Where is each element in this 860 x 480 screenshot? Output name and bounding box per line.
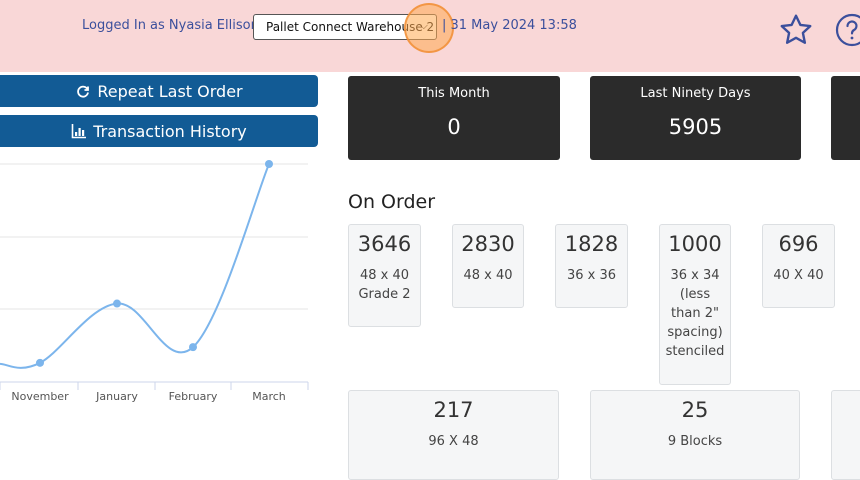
order-description-line: 48 x 40 <box>359 268 410 283</box>
x-axis-tick-label: January <box>95 390 138 403</box>
order-card: 2830 48 x 40 <box>452 224 524 308</box>
order-description-line: 9 Blocks <box>667 434 723 449</box>
order-description-line: stenciled <box>665 344 725 359</box>
stat-label: This Month <box>418 86 490 101</box>
order-card: 25 9 Blocks <box>590 390 800 480</box>
order-description-line: 36 x 36 <box>566 268 617 283</box>
order-quantity: 1000 <box>668 232 722 256</box>
data-point[interactable] <box>113 299 121 308</box>
data-point[interactable] <box>189 343 197 352</box>
order-description: 36 x 34 (less than 2" spacing) stenciled <box>660 266 730 361</box>
x-axis-tick-label: February <box>169 390 218 403</box>
x-axis-tick-label: March <box>252 390 286 403</box>
refresh-icon <box>77 85 90 98</box>
data-point[interactable] <box>36 358 44 367</box>
orders-line-chart: November January February March <box>0 160 309 403</box>
order-description-line: Grade 2 <box>358 287 411 302</box>
order-quantity: 3646 <box>357 232 412 256</box>
top-header: Logged In as Nyasia Ellison | Pallet Con… <box>0 0 860 72</box>
x-axis-tick-label: November <box>11 390 69 403</box>
order-description-line: 96 X 48 <box>428 434 479 449</box>
series-line <box>0 163 270 369</box>
order-description: 36 x 36 <box>556 266 627 285</box>
order-card: 3646 48 x 40 Grade 2 <box>348 224 421 327</box>
repeat-last-order-label: Repeat Last Order <box>97 81 243 101</box>
order-quantity: 25 <box>681 398 709 422</box>
data-point[interactable] <box>265 160 273 168</box>
bar-chart-icon <box>71 124 87 139</box>
order-description-line: 40 X 40 <box>773 268 824 283</box>
warehouse-select-value: Pallet Connect Warehouse 2 <box>266 20 435 34</box>
order-card: 1828 36 x 36 <box>555 224 628 308</box>
order-description: 96 X 48 <box>349 432 558 451</box>
logged-in-text: Logged In as Nyasia Ellison <box>82 18 259 33</box>
order-description: 9 Blocks <box>591 432 799 451</box>
stat-last-ninety-days: Last Ninety Days 5905 <box>590 76 801 160</box>
help-icon[interactable] <box>834 12 860 48</box>
click-indicator <box>404 3 454 53</box>
order-card: 217 96 X 48 <box>348 390 559 480</box>
order-description: 48 x 40 Grade 2 <box>349 266 420 304</box>
order-card: 1000 36 x 34 (less than 2" spacing) stenciled <box>659 224 731 385</box>
order-description-line: 48 x 40 <box>463 268 513 283</box>
order-description: 40 X 40 <box>763 266 834 285</box>
on-order-title: On Order <box>348 191 436 213</box>
repeat-last-order-button[interactable]: Repeat Last Order <box>0 75 318 107</box>
stat-card-partial <box>831 76 860 160</box>
stat-label: Last Ninety Days <box>640 86 751 101</box>
order-quantity: 1828 <box>564 232 619 256</box>
stat-this-month: This Month 0 <box>348 76 560 160</box>
order-description-line: 36 x 34 <box>670 268 720 283</box>
transaction-history-button[interactable]: Transaction History <box>0 115 318 147</box>
order-quantity: 696 <box>778 232 819 256</box>
stat-value: 5905 <box>668 115 723 139</box>
order-quantity: 217 <box>433 398 474 422</box>
star-icon[interactable] <box>778 12 814 48</box>
stat-value: 0 <box>447 115 461 139</box>
current-datetime: | 31 May 2024 13:58 <box>442 18 577 33</box>
order-description: 48 x 40 <box>453 266 523 285</box>
order-card: 696 40 X 40 <box>762 224 835 308</box>
transaction-history-label: Transaction History <box>93 121 247 141</box>
order-card-partial <box>831 390 860 480</box>
order-description-line: (less <box>679 287 711 302</box>
order-description-line: spacing) <box>667 325 723 340</box>
order-description-line: than 2" <box>671 306 719 321</box>
order-quantity: 2830 <box>461 232 515 256</box>
